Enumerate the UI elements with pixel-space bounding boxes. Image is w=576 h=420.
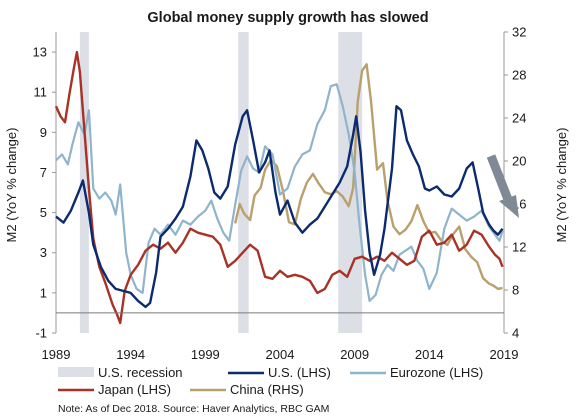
source-note: Note: As of Dec 2018. Source: Haver Anal… [58,403,329,415]
series-line-china [234,63,503,291]
y-axis-label-left: M2 (YoY % change) [4,128,19,243]
y-tick-label-right: 32 [512,25,526,40]
legend: U.S. recession U.S. (LHS) Eurozone (LHS)… [58,365,483,397]
y-tick-label-left: 5 [40,205,47,220]
x-tick-label: 2019 [490,347,519,362]
trend-arrow-head [499,195,519,218]
y-tick-label-left: 7 [40,165,47,180]
recession-band-1 [238,32,249,333]
legend-label-us: U.S. (LHS) [268,365,331,380]
x-tick-label: 2014 [415,347,444,362]
y-tick-label-right: 8 [512,283,519,298]
y-tick-label-right: 24 [512,111,526,126]
series-lines [54,50,504,325]
y-tick-label-left: 11 [34,85,48,100]
legend-swatch-recession [58,367,94,377]
y-tick-label-left: 13 [33,45,47,60]
y-tick-label-right: 4 [512,326,519,341]
legend-label-china: China (RHS) [230,382,304,397]
y-tick-label-right: 28 [512,68,526,83]
series-line-eurozone [55,83,504,302]
trend-arrow-shaft [486,154,514,204]
y-tick-label-right: 12 [512,240,526,255]
x-tick-label: 1999 [191,347,220,362]
x-tick-label: 2009 [340,347,369,362]
y-tick-label-left: 9 [40,125,47,140]
y-tick-label-left: 3 [40,245,47,260]
x-tick-label: 2004 [266,347,295,362]
y-tick-label-right: 20 [512,154,526,169]
y-axis-label-right: M2 (YoY % change) [554,128,569,243]
chart-title: Global money supply growth has slowed [147,10,428,26]
series-line-japan [54,50,504,325]
recession-band-2 [338,32,363,333]
x-tick-label: 1989 [42,347,71,362]
y-tick-label-left: -1 [35,326,47,341]
series-line-us [55,105,504,309]
y-tick-label-left: 1 [40,285,47,300]
trend-arrow [486,154,519,218]
x-tick-label: 1994 [116,347,145,362]
legend-label-recession: U.S. recession [98,365,183,380]
legend-label-eurozone: Eurozone (LHS) [390,365,483,380]
legend-label-japan: Japan (LHS) [98,382,171,397]
